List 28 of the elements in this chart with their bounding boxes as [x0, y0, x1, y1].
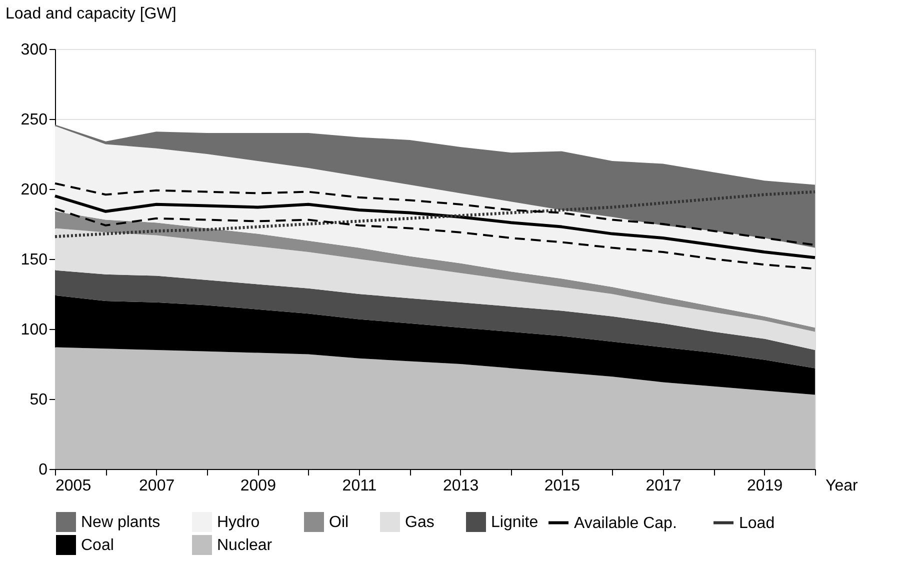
y-tick-label: 100 [20, 322, 48, 338]
legend-label: Load [739, 514, 775, 532]
line-series [54, 190, 816, 238]
legend-label: Hydro [217, 514, 260, 531]
legend-label: Lignite [491, 514, 538, 531]
x-tick-label: 2013 [443, 478, 479, 494]
legend-label: Oil [329, 514, 349, 531]
legend-label: New plants [81, 514, 160, 531]
y-tick-label: 300 [20, 42, 48, 58]
y-axis-title: Load and capacity [GW] [6, 6, 176, 22]
x-tick-label: 2015 [544, 478, 580, 494]
y-tick-label: 200 [20, 182, 48, 198]
legend-label: Nuclear [217, 537, 273, 554]
x-tick-label: 2007 [139, 478, 175, 494]
legend-label: Coal [81, 537, 114, 554]
y-tick-label: 150 [20, 252, 48, 268]
x-tick-label: 2011 [342, 478, 377, 494]
x-tick-label: 2017 [646, 478, 682, 494]
legend-label: Available Cap. [574, 514, 677, 532]
legend-label: Gas [405, 514, 434, 531]
y-tick-label: 250 [20, 112, 48, 128]
y-tick-label: 50 [30, 392, 48, 408]
y-tick-label: 0 [38, 462, 48, 478]
x-tick-label: 2005 [56, 478, 92, 494]
x-tick-label: 2019 [747, 478, 783, 494]
line-series [54, 194, 816, 260]
x-axis-title: Year [826, 478, 858, 494]
x-tick-label: 2009 [240, 478, 276, 494]
